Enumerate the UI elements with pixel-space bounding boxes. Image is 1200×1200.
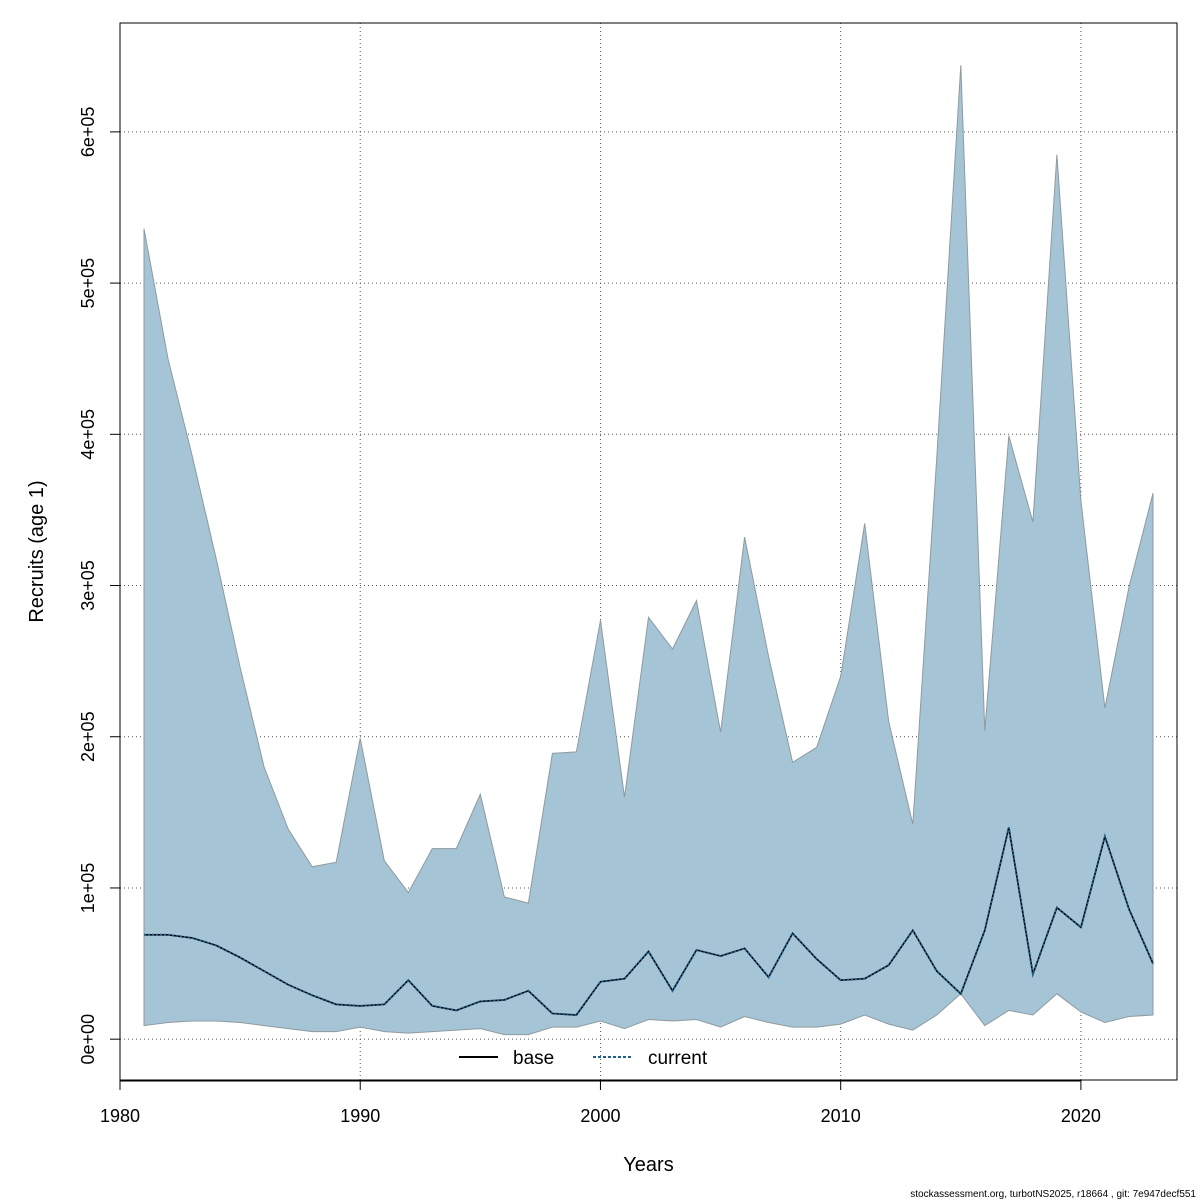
x-tick-label-1980: 1980 — [100, 1106, 140, 1126]
legend: base current — [459, 1048, 708, 1069]
y-tick-label-4: 4e+05 — [78, 409, 98, 460]
y-axis: 0e+00 1e+05 2e+05 3e+05 4e+05 5e+05 6e+05 — [78, 107, 121, 1065]
x-tick-label-2000: 2000 — [580, 1106, 620, 1126]
y-tick-label-2: 2e+05 — [78, 711, 98, 762]
y-tick-label-3: 3e+05 — [78, 560, 98, 611]
y-tick-label-6: 6e+05 — [78, 107, 98, 158]
x-tick-label-1990: 1990 — [340, 1106, 380, 1126]
series-lines — [144, 827, 1154, 1017]
y-axis-title: Recruits (age 1) — [26, 480, 48, 622]
x-tick-label-2020: 2020 — [1061, 1106, 1101, 1126]
confidence-band — [143, 65, 1154, 1036]
legend-label-current: current — [648, 1048, 708, 1069]
legend-label-base: base — [513, 1048, 554, 1069]
x-tick-label-2010: 2010 — [821, 1106, 861, 1126]
confidence-band-area — [143, 65, 1154, 1036]
y-tick-label-1: 1e+05 — [78, 863, 98, 914]
y-tick-label-5: 5e+05 — [78, 258, 98, 309]
series-line-current — [144, 827, 1154, 1017]
x-axis: 1980 1990 2000 2010 2020 — [100, 1080, 1101, 1126]
y-tick-label-0: 0e+00 — [78, 1014, 98, 1065]
footer-credit: stockassessment.org, turbotNS2025, r1866… — [910, 1189, 1196, 1200]
x-axis-title: Years — [623, 1154, 673, 1176]
